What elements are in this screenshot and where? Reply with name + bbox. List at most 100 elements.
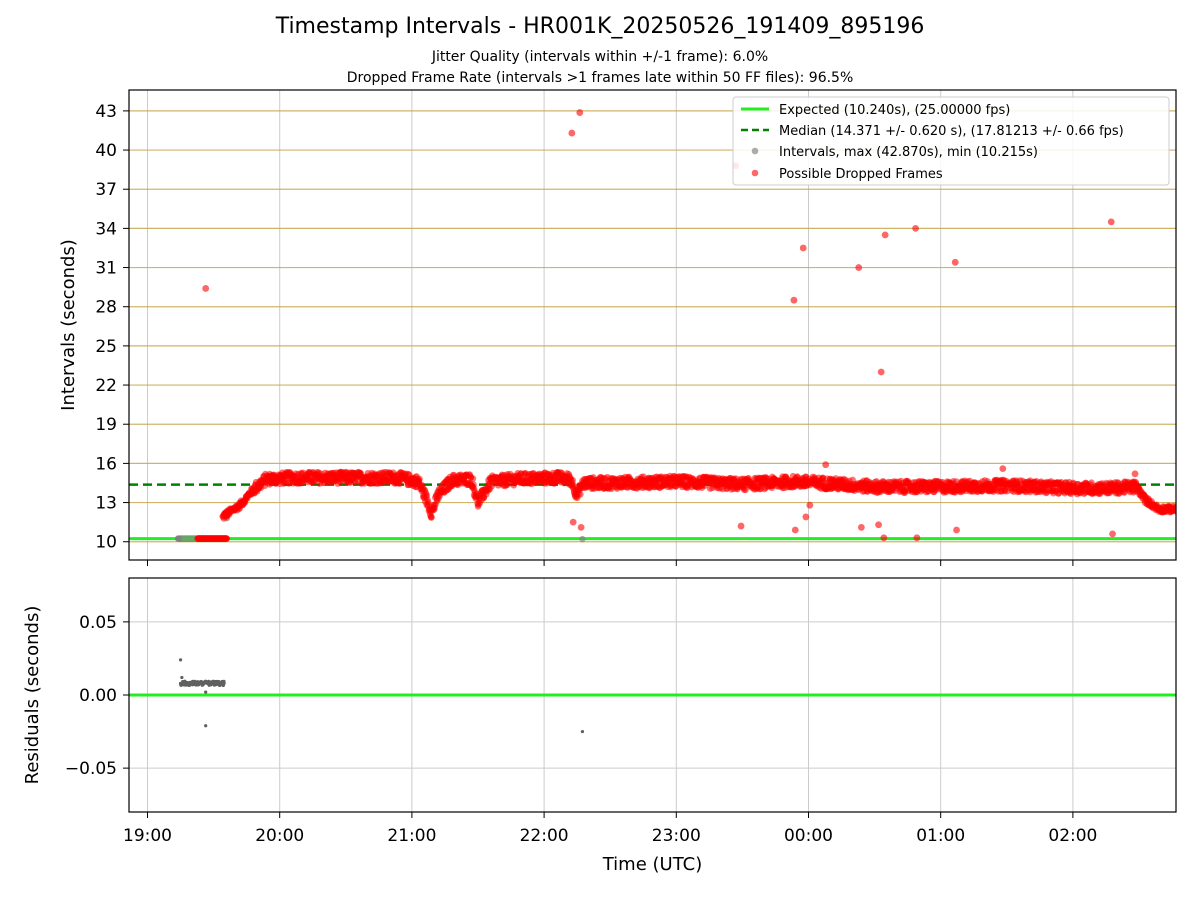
- legend-intervals-swatch: [751, 147, 759, 155]
- dropped-frame-point: [799, 244, 807, 252]
- x-axis-label: Time (UTC): [602, 854, 703, 875]
- dropped-frame-point: [875, 521, 882, 529]
- y-tick-label: 31: [95, 259, 117, 279]
- x-tick-label: 22:00: [520, 826, 569, 846]
- residual-point: [180, 675, 184, 680]
- y-tick-label: 28: [95, 298, 117, 318]
- residual-point: [193, 681, 197, 685]
- y-axis-label: Residuals (seconds): [22, 606, 43, 785]
- y-tick-label: 13: [95, 494, 117, 514]
- residual-point: [198, 681, 202, 685]
- dropped-frame-point: [913, 534, 921, 542]
- y-tick-label: 16: [95, 454, 117, 474]
- residual-point: [185, 683, 189, 687]
- residual-point: [204, 680, 208, 684]
- dropped-frame-point: [880, 534, 888, 542]
- residual-point: [206, 681, 210, 685]
- chart-title: Timestamp Intervals - HR001K_20250526_19…: [275, 14, 925, 39]
- dropped-frame-point: [912, 224, 919, 232]
- dropped-frame-point: [427, 514, 435, 521]
- dropped-frame-point: [855, 264, 863, 271]
- dropped-frame-point: [791, 526, 799, 534]
- legend-dropped-swatch: [751, 169, 759, 177]
- dropped-frame-point: [790, 296, 798, 304]
- y-tick-label: 34: [95, 219, 117, 239]
- dropped-frame-point: [223, 535, 230, 542]
- residual-point: [201, 683, 205, 687]
- dropped-frame-point: [568, 129, 576, 137]
- residual-point: [182, 680, 187, 684]
- y-tick-label: 25: [95, 337, 117, 357]
- y-tick-label: −0.05: [65, 759, 117, 779]
- x-tick-label: 19:00: [123, 826, 172, 846]
- y-axis-label: Intervals (seconds): [58, 239, 79, 411]
- dropped-frame-point: [1172, 507, 1176, 515]
- dropped-frame-point: [999, 465, 1007, 473]
- dropped-frame-point: [953, 526, 960, 534]
- dropped-frame-point: [569, 476, 576, 484]
- legend-box: [732, 96, 1170, 186]
- residual-point: [214, 680, 218, 684]
- intervals-plot: 10 13 16 19 22 25 28 31 34 37 40 43 Intervals (secon…: [58, 89, 1177, 566]
- plot-area: [129, 109, 1176, 543]
- x-tick-label: 02:00: [1048, 826, 1097, 846]
- residual-frame: [128, 577, 1177, 813]
- y-tick-label: 40: [95, 141, 117, 161]
- dropped-frame-point: [1109, 530, 1116, 538]
- residual-area: [129, 658, 1176, 734]
- x-tick-label: 20:00: [255, 826, 304, 846]
- residual-point: [217, 683, 221, 687]
- interval-point: [579, 535, 586, 543]
- residual-point: [204, 690, 208, 694]
- dropped-frame-point: [802, 513, 810, 521]
- residual-point: [190, 683, 195, 687]
- x-tick-label: 00:00: [784, 826, 833, 846]
- legend-entry: Median (14.371 +/- 0.620 s), (17.81213 +…: [779, 124, 1124, 139]
- dropped-frame-point: [951, 258, 959, 266]
- legend: Expected (10.240s), (25.00000 fps) Median…: [732, 96, 1170, 186]
- x-tick-label: 21:00: [387, 826, 436, 846]
- legend-entry: Expected (10.240s), (25.00000 fps): [779, 103, 1010, 118]
- dropped-frame-point: [577, 523, 585, 531]
- dropped-frame-point: [857, 523, 865, 531]
- residual-point: [188, 681, 192, 685]
- dropped-frame-point: [569, 518, 577, 526]
- residual-point: [196, 683, 200, 687]
- dropped-frame-point: [577, 490, 584, 498]
- dropped-frame-point: [877, 368, 885, 376]
- residual-point: [212, 681, 216, 685]
- y-tick-label: 37: [95, 180, 117, 200]
- plot-frame: [128, 89, 1177, 561]
- dropped-frame-point: [576, 109, 584, 116]
- dropped-frame-point: [806, 501, 814, 509]
- y-tick-label: 10: [95, 533, 117, 553]
- y-tick-label: 43: [95, 102, 117, 122]
- x-tick-label: 01:00: [916, 826, 965, 846]
- residual-point: [209, 683, 213, 687]
- dropped-frame-point: [822, 461, 830, 469]
- dropped-frame-point: [737, 522, 745, 530]
- y-tick-label: 19: [95, 415, 117, 435]
- dropped-frame-point: [416, 475, 423, 483]
- y-tick-label: 0.00: [79, 686, 117, 706]
- residuals-plot: 0.05 0.00 −0.05 19:00 20:00 21:00 22:00 23:00 00…: [22, 577, 1177, 875]
- x-tick-label: 23:00: [652, 826, 701, 846]
- chart-subtitle-dropped: Dropped Frame Rate (intervals >1 frames …: [346, 70, 854, 86]
- legend-entry: Intervals, max (42.870s), min (10.215s): [779, 145, 1038, 160]
- residual-point: [580, 729, 585, 734]
- residual-point: [178, 658, 183, 662]
- dropped-frame-point: [424, 498, 432, 506]
- dropped-frame-point: [1131, 470, 1139, 478]
- dropped-frame-point: [1107, 218, 1115, 226]
- dropped-frame-point: [469, 475, 477, 482]
- dropped-frame-point: [881, 231, 889, 239]
- y-tick-label: 0.05: [79, 613, 117, 633]
- chart-subtitle-jitter: Jitter Quality (intervals within +/-1 fr…: [431, 49, 769, 65]
- residual-point: [204, 724, 208, 728]
- legend-entry: Possible Dropped Frames: [779, 167, 943, 182]
- dropped-frame-point: [202, 285, 210, 292]
- residual-point: [222, 681, 226, 685]
- residual-point: [219, 681, 224, 685]
- y-tick-label: 22: [95, 376, 117, 396]
